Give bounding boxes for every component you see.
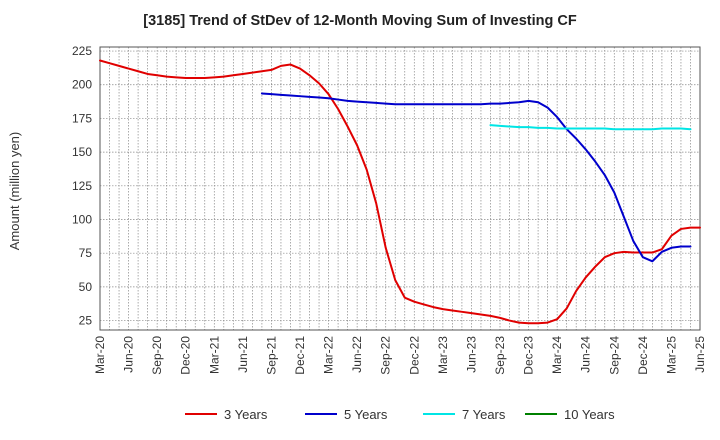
y-axis-title: Amount (million yen)	[7, 132, 22, 251]
x-tick-label: Mar-25	[664, 336, 678, 374]
y-tick-label: 25	[79, 314, 93, 328]
x-tick-label: Dec-22	[407, 336, 421, 375]
x-tick-label: Mar-24	[550, 336, 564, 374]
x-tick-label: Mar-23	[436, 336, 450, 374]
x-tick-label: Sep-20	[150, 336, 164, 375]
x-tick-label: Jun-23	[464, 336, 478, 373]
plot-frame	[99, 46, 701, 331]
legend-label-3-years: 3 Years	[224, 407, 268, 422]
x-tick-label: Mar-22	[322, 336, 336, 374]
x-tick-label: Jun-25	[693, 336, 707, 373]
y-tick-label: 200	[72, 78, 92, 92]
x-tick-label: Dec-20	[179, 336, 193, 375]
series-line-5-years	[260, 92, 692, 263]
y-tick-label: 225	[72, 44, 92, 58]
x-tick-label: Sep-21	[264, 336, 278, 375]
y-tick-label: 175	[72, 111, 92, 125]
x-tick-label: Jun-21	[236, 336, 250, 373]
tick-layer: 25 50 75 100 125 150 175 200 225 Mar-20 Jun-20 Sep-…	[72, 44, 707, 375]
series-line-7-years	[489, 124, 692, 131]
legend-label-10-years: 10 Years	[564, 407, 615, 422]
chart-title: [3185] Trend of StDev of 12-Month Moving…	[143, 13, 577, 29]
x-tick-label: Mar-20	[93, 336, 107, 374]
y-tick-label: 100	[72, 212, 92, 226]
x-tick-label: Sep-22	[379, 336, 393, 375]
series-layer	[99, 59, 701, 325]
y-tick-label: 125	[72, 179, 92, 193]
x-tick-label: Mar-21	[207, 336, 221, 374]
x-tick-label: Jun-24	[579, 336, 593, 373]
legend: 3 Years 5 Years 7 Years 10 Years	[185, 407, 615, 422]
x-tick-label: Dec-24	[636, 336, 650, 375]
y-tick-label: 50	[79, 280, 93, 294]
x-tick-label: Jun-22	[350, 336, 364, 373]
x-tick-label: Sep-23	[493, 336, 507, 375]
legend-label-5-years: 5 Years	[344, 407, 388, 422]
y-tick-label: 150	[72, 145, 92, 159]
series-line-3-years	[99, 59, 701, 325]
x-tick-label: Dec-23	[522, 336, 536, 375]
x-tick-label: Jun-20	[122, 336, 136, 373]
x-tick-label: Dec-21	[293, 336, 307, 375]
x-tick-label: Sep-24	[607, 336, 621, 375]
grid-layer	[100, 47, 700, 330]
legend-label-7-years: 7 Years	[462, 407, 506, 422]
y-tick-label: 75	[79, 246, 93, 260]
